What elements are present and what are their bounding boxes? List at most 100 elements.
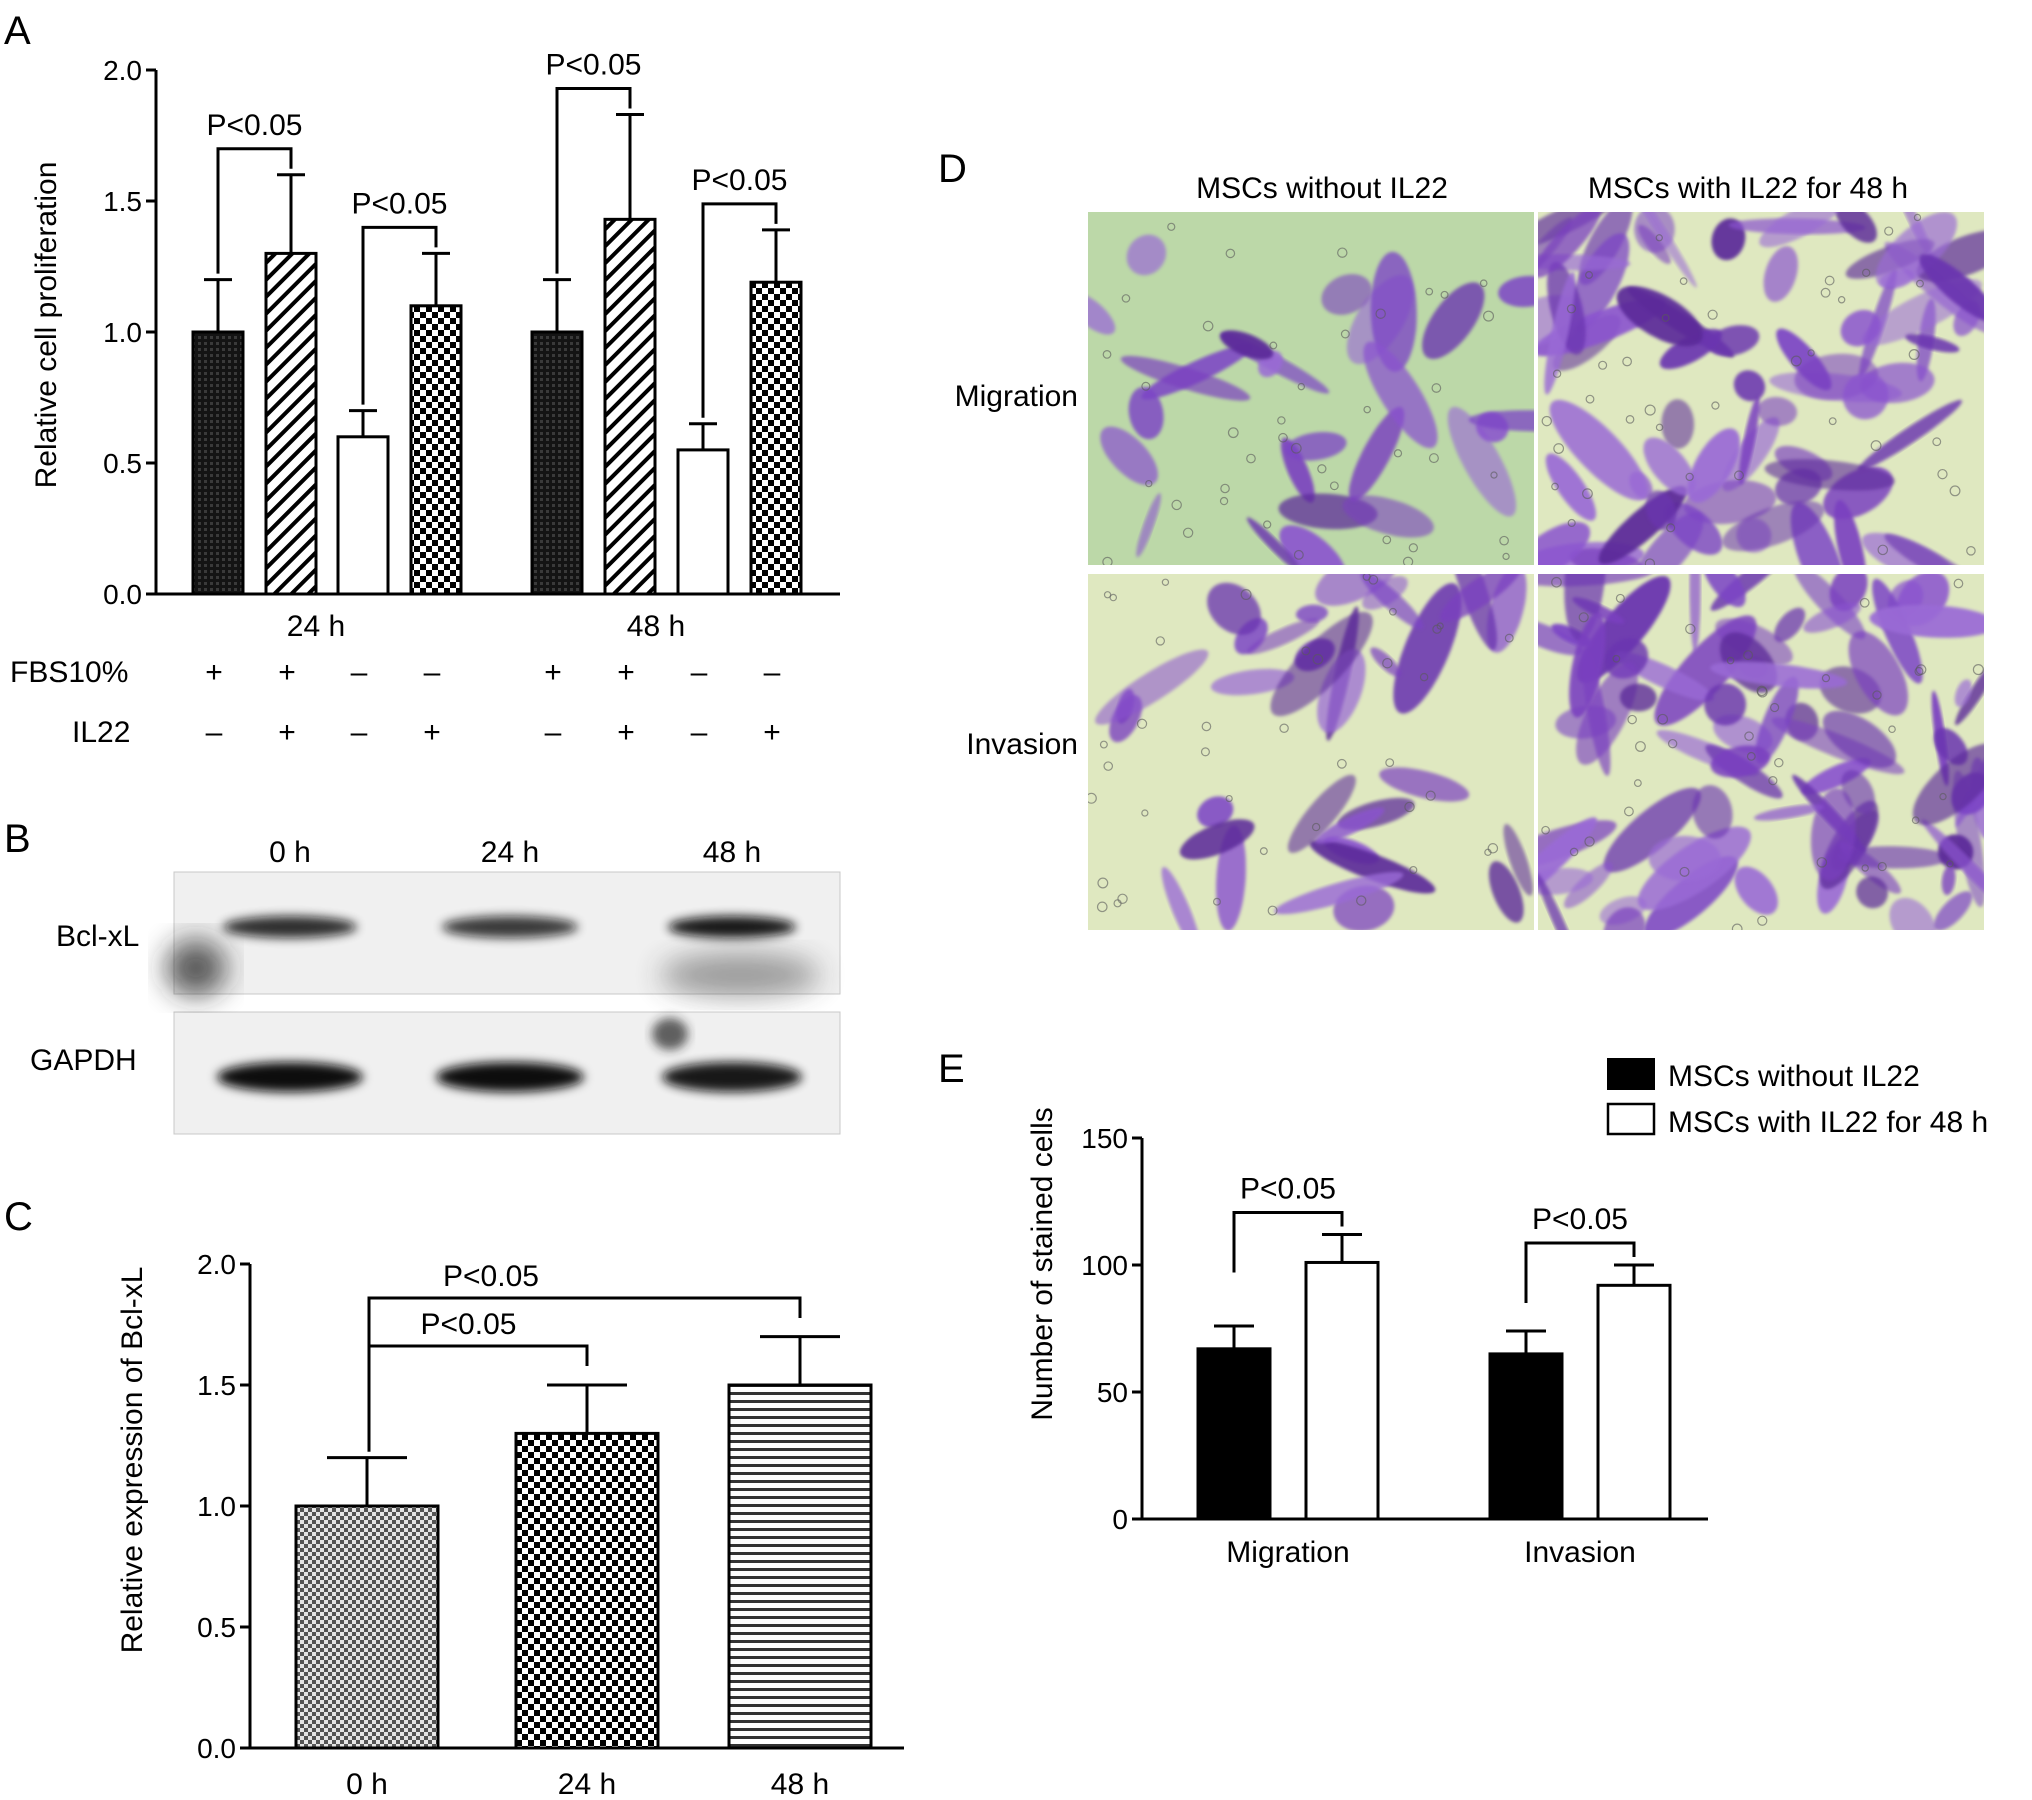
membrane-pore [1707, 309, 1718, 320]
panel-a-condition-sign: + [423, 716, 441, 749]
stained-cell [1842, 372, 1889, 420]
blot-row-label-gapdh: GAPDH [30, 1044, 137, 1077]
panel-a-y-tick-label: 1.0 [103, 317, 142, 348]
stained-cell [1603, 907, 1646, 930]
membrane-pore [1744, 731, 1754, 741]
stained-cell [1342, 495, 1434, 538]
panel-e-y-tick-label: 50 [1097, 1377, 1128, 1408]
membrane-pore [1145, 479, 1153, 488]
stained-cell [1179, 819, 1255, 860]
panel-a-letter: A [4, 9, 31, 53]
membrane-pore [1552, 369, 1562, 378]
stained-cell [1643, 437, 1696, 496]
stained-cell [1270, 611, 1373, 717]
stained-cell [1834, 499, 1867, 565]
stained-cell [1734, 866, 1778, 915]
membrane-pore [1888, 725, 1896, 734]
membrane-pore [1368, 574, 1379, 585]
panel-c-ylabel: Relative expression of Bcl-xL [116, 1267, 149, 1654]
panel-c-bar [514, 1431, 660, 1750]
stained-cell [1128, 387, 1164, 440]
membrane-pore [1263, 520, 1272, 529]
membrane-pore [1382, 657, 1393, 669]
membrane-pore [1623, 806, 1634, 817]
membrane-pore [1278, 432, 1288, 443]
stained-cell [1363, 341, 1438, 449]
panel-e-bar [1488, 1352, 1564, 1521]
membrane-pore [1499, 535, 1509, 546]
membrane-pore [1667, 738, 1678, 749]
stained-cell [1875, 212, 1958, 288]
membrane-pore [1356, 895, 1367, 906]
stained-cell [1619, 683, 1657, 712]
legend-swatch-with-il22 [1606, 1102, 1656, 1136]
panel-a-bar [603, 217, 657, 596]
membrane-pore [1633, 779, 1642, 788]
stained-cell [1955, 656, 1984, 726]
membrane-pore [1109, 593, 1118, 602]
membrane-pore [1655, 423, 1664, 432]
panel-c-x-tick-label: 0 h [346, 1768, 388, 1800]
membrane-pore [1267, 905, 1278, 916]
panel-c-bars [294, 1335, 873, 1750]
blot-bands [217, 916, 802, 1092]
stained-cell [1317, 649, 1366, 733]
panel-a-p-value: P<0.05 [546, 49, 642, 82]
membrane-pore [1622, 356, 1632, 367]
membrane-pore [1541, 825, 1550, 835]
stained-cell [1941, 865, 1956, 896]
membrane-pore [1227, 427, 1239, 439]
membrane-pore [1202, 320, 1214, 332]
membrane-pore [1337, 247, 1348, 258]
stained-cell [1841, 770, 1876, 814]
blot-timepoint-0h: 0 h [269, 836, 311, 869]
panel-a-bracket [555, 87, 632, 274]
membrane-pore [1279, 723, 1289, 733]
stained-cell [1544, 271, 1576, 395]
membrane-pore [1635, 741, 1646, 752]
legend-label-without-il22: MSCs without IL22 [1668, 1060, 1920, 1093]
membrane-pore [1966, 546, 1976, 556]
membrane-pore [1870, 440, 1882, 452]
stained-cell [1503, 823, 1533, 896]
stained-cell [1210, 668, 1295, 696]
panel-a-y-ticks: 0.0 0.5 1.0 1.5 2.0 [103, 55, 156, 610]
membrane-pore [1946, 860, 1954, 868]
membrane-pore [1121, 294, 1131, 303]
stained-cell [1538, 521, 1591, 565]
panel-c-y-tick-label: 0.0 [197, 1733, 236, 1764]
panel-c-p-value: P<0.05 [421, 1308, 517, 1341]
membrane-pore [1657, 713, 1669, 725]
stained-cell [1738, 396, 1760, 485]
stained-cell [1884, 533, 1984, 565]
membrane-pore [1743, 650, 1754, 661]
panel-a-group-label-48h: 48 h [627, 610, 685, 643]
membrane-pore [1746, 751, 1756, 761]
panel-a-condition-sign: + [617, 716, 635, 749]
membrane-pore [1409, 865, 1418, 875]
membrane-pore [1213, 897, 1221, 906]
membrane-pore [1916, 279, 1924, 288]
membrane-pore [1726, 656, 1735, 665]
membrane-pore [1201, 721, 1212, 732]
panel-e: E Number of stained cells 0 50 100 150 P<0.… [938, 1047, 1988, 1569]
panel-e-bar [1304, 1260, 1380, 1521]
membrane-pore [1939, 792, 1947, 801]
membrane-pore [1293, 549, 1304, 560]
stained-cell [1603, 787, 1701, 873]
stained-cell [1757, 396, 1798, 426]
stained-cell [1274, 871, 1404, 915]
panel-a-condition-sign: – [351, 716, 368, 749]
stained-cell [1569, 613, 1606, 718]
membrane-pore [1932, 437, 1942, 447]
membrane-pore [1666, 523, 1676, 533]
membrane-pore [1440, 290, 1449, 299]
membrane-pore [1136, 718, 1148, 729]
panel-a-condition-sign: – [764, 656, 781, 689]
micrograph-row-label-invasion: Invasion [966, 728, 1078, 761]
membrane-pore [1884, 226, 1894, 236]
membrane-pore [1088, 792, 1097, 804]
panel-a-condition-table: FBS10% + + – – + + – – IL22 – + – + – + – + [10, 656, 781, 749]
membrane-pore [1484, 848, 1492, 857]
stained-cell [1120, 355, 1251, 401]
